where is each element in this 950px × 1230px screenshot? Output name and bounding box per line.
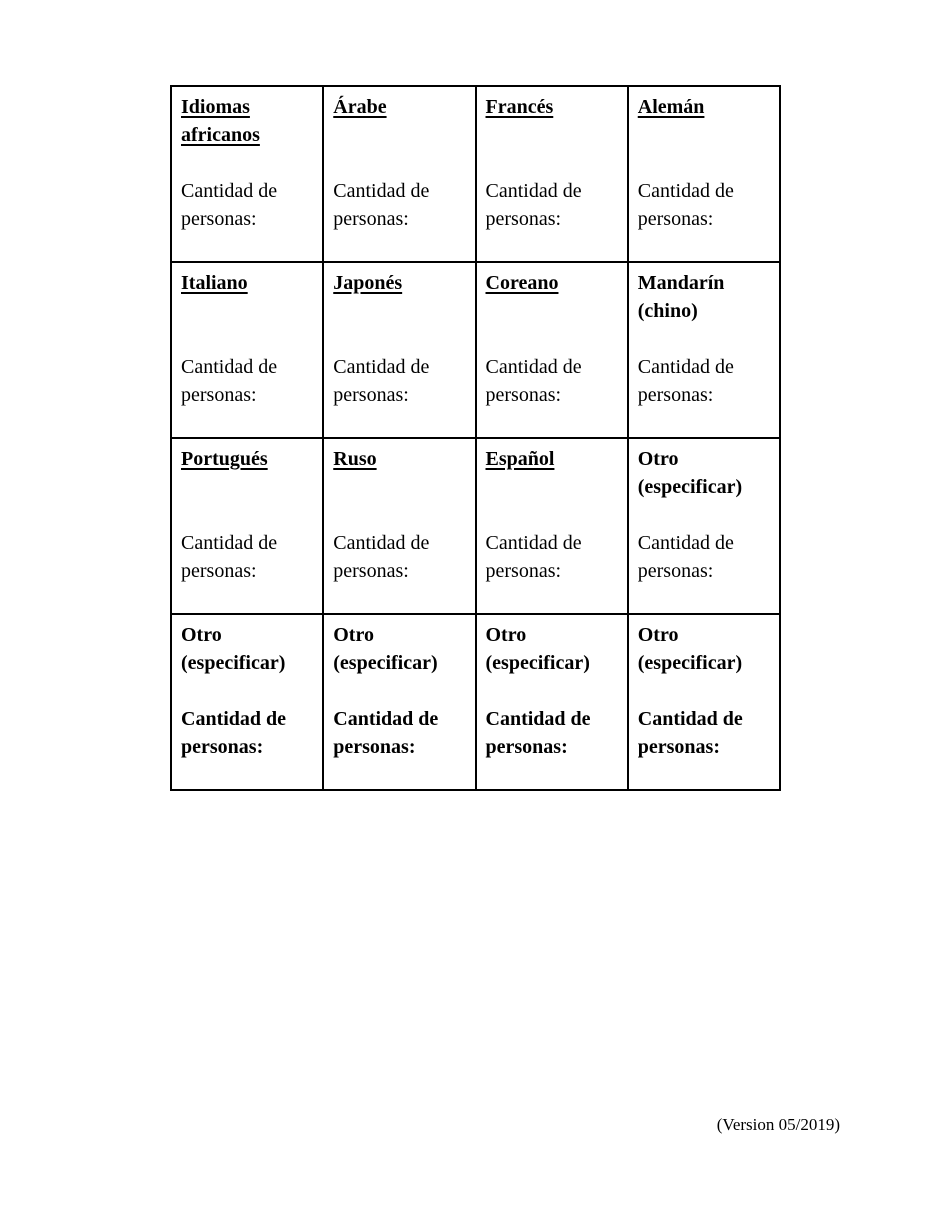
language-name: Otro (especificar) xyxy=(637,448,743,498)
table-row: Italiano Cantidad de personas: Japonés C… xyxy=(169,261,782,439)
language-name: Otro (especificar) xyxy=(181,624,286,674)
language-name: Árabe xyxy=(333,96,387,118)
language-name: Otro (especificar) xyxy=(333,624,438,674)
cantidad-label: Cantidad de personas: xyxy=(637,356,734,406)
table-row: Idiomas africanos Cantidad de personas: … xyxy=(169,85,782,263)
cantidad-label: Cantidad de personas: xyxy=(333,708,439,758)
language-name: Español xyxy=(485,448,555,470)
language-name: Japonés xyxy=(333,272,403,294)
table-cell-idiomas-africanos: Idiomas africanos Cantidad de personas: xyxy=(169,85,325,263)
language-name: Portugués xyxy=(181,448,268,470)
cantidad-label: Cantidad de personas: xyxy=(637,708,743,758)
table-cell-italiano: Italiano Cantidad de personas: xyxy=(169,261,325,439)
table-cell-coreano: Coreano Cantidad de personas: xyxy=(474,261,629,439)
table-cell-frances: Francés Cantidad de personas: xyxy=(474,85,629,263)
language-name: Otro (especificar) xyxy=(637,624,743,674)
language-name: Otro (especificar) xyxy=(485,624,590,674)
table-cell-espanol: Español Cantidad de personas: xyxy=(474,437,629,615)
table-cell-arabe: Árabe Cantidad de personas: xyxy=(322,85,477,263)
table-cell-portugues: Portugués Cantidad de personas: xyxy=(169,437,325,615)
language-name: Mandarín (chino) xyxy=(637,272,725,322)
language-name: Italiano xyxy=(181,272,248,294)
table-cell-mandarin: Mandarín (chino) Cantidad de personas: xyxy=(626,261,782,439)
table-cell-ruso: Ruso Cantidad de personas: xyxy=(322,437,477,615)
table-cell-japones: Japonés Cantidad de personas: xyxy=(322,261,477,439)
version-note: (Version 05/2019) xyxy=(716,1115,840,1134)
table-cell-otro-4: Otro (especificar) Cantidad de personas: xyxy=(474,613,629,791)
cantidad-label: Cantidad de personas: xyxy=(485,356,582,406)
table-cell-otro-1: Otro (especificar) Cantidad de personas: xyxy=(626,437,782,615)
cantidad-label: Cantidad de personas: xyxy=(181,180,278,230)
table-cell-aleman: Alemán Cantidad de personas: xyxy=(626,85,782,263)
cantidad-label: Cantidad de personas: xyxy=(485,180,582,230)
table-cell-otro-3: Otro (especificar) Cantidad de personas: xyxy=(322,613,477,791)
cantidad-label: Cantidad de personas: xyxy=(637,532,734,582)
table-cell-otro-5: Otro (especificar) Cantidad de personas: xyxy=(626,613,782,791)
cantidad-label: Cantidad de personas: xyxy=(637,180,734,230)
cantidad-label: Cantidad de personas: xyxy=(485,708,591,758)
cantidad-label: Cantidad de personas: xyxy=(181,532,278,582)
cantidad-label: Cantidad de personas: xyxy=(333,180,430,230)
cantidad-label: Cantidad de personas: xyxy=(333,356,430,406)
table-row: Portugués Cantidad de personas: Ruso Can… xyxy=(169,437,782,615)
cantidad-label: Cantidad de personas: xyxy=(485,532,582,582)
languages-table: Idiomas africanos Cantidad de personas: … xyxy=(169,85,782,791)
language-name: Alemán xyxy=(637,96,705,118)
language-name: Coreano xyxy=(485,272,559,294)
cantidad-label: Cantidad de personas: xyxy=(333,532,430,582)
table-cell-otro-2: Otro (especificar) Cantidad de personas: xyxy=(169,613,325,791)
cantidad-label: Cantidad de personas: xyxy=(181,356,278,406)
language-name: Ruso xyxy=(333,448,377,470)
table-row: Otro (especificar) Cantidad de personas:… xyxy=(169,613,782,791)
cantidad-label: Cantidad de personas: xyxy=(181,708,287,758)
language-name: Idiomas africanos xyxy=(181,96,260,146)
language-name: Francés xyxy=(485,96,554,118)
